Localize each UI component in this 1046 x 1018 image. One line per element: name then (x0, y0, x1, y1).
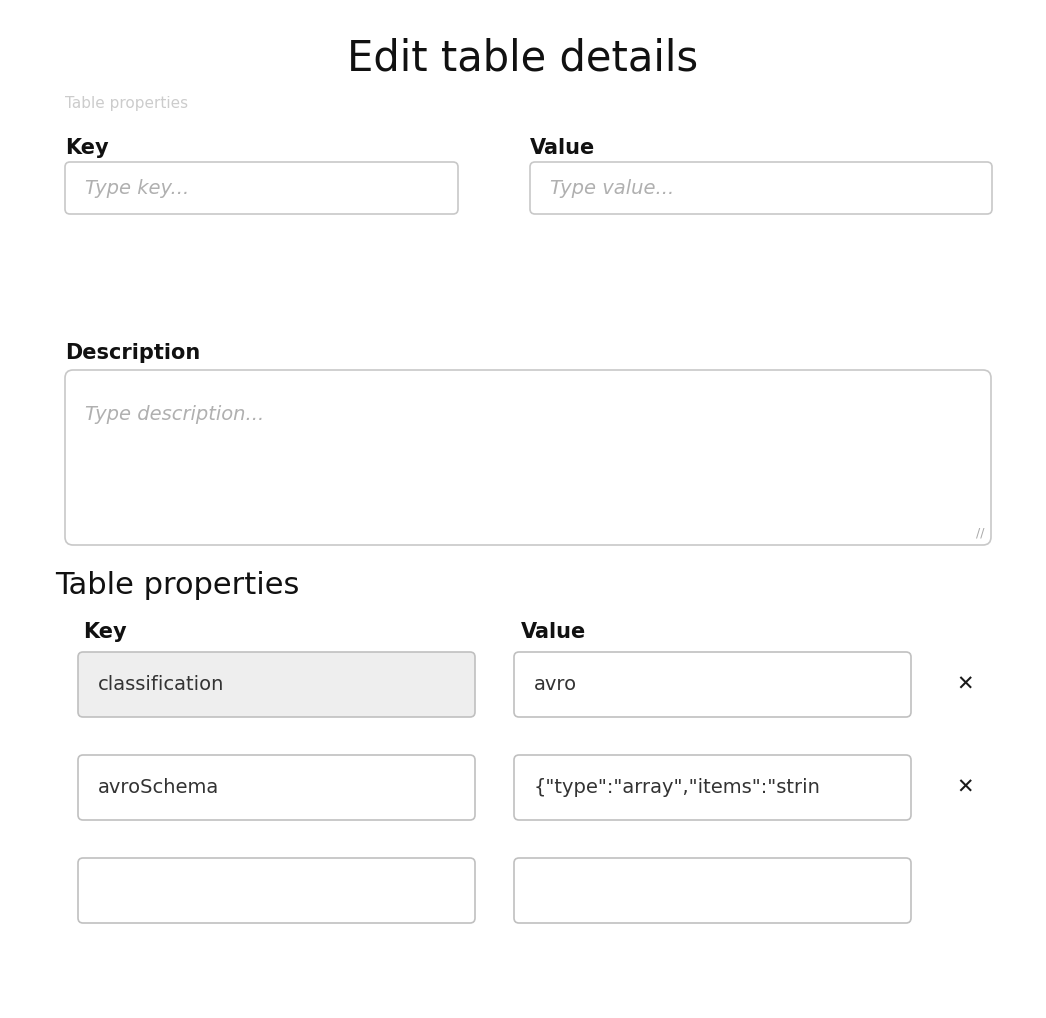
FancyBboxPatch shape (514, 652, 911, 717)
Text: ✕: ✕ (956, 778, 974, 797)
FancyBboxPatch shape (78, 755, 475, 821)
FancyBboxPatch shape (514, 858, 911, 923)
FancyBboxPatch shape (78, 652, 475, 717)
FancyBboxPatch shape (65, 162, 458, 214)
Text: avro: avro (535, 675, 577, 694)
Text: Key: Key (83, 622, 127, 642)
Text: Table properties: Table properties (55, 570, 299, 600)
FancyBboxPatch shape (78, 858, 475, 923)
Text: Value: Value (530, 138, 595, 158)
FancyBboxPatch shape (514, 755, 911, 821)
Text: classification: classification (98, 675, 225, 694)
Text: Table properties: Table properties (65, 96, 188, 111)
Text: Type description...: Type description... (85, 405, 265, 425)
FancyBboxPatch shape (65, 370, 991, 545)
Text: ✕: ✕ (956, 675, 974, 694)
Text: Key: Key (65, 138, 109, 158)
Text: Edit table details: Edit table details (347, 37, 699, 79)
Text: //: // (977, 527, 985, 540)
Text: avroSchema: avroSchema (98, 778, 220, 797)
Text: Type key...: Type key... (85, 178, 189, 197)
Text: Value: Value (521, 622, 586, 642)
Text: Type value...: Type value... (550, 178, 675, 197)
Text: {"type":"array","items":"strin: {"type":"array","items":"strin (535, 778, 821, 797)
Text: Description: Description (65, 343, 200, 363)
FancyBboxPatch shape (530, 162, 992, 214)
